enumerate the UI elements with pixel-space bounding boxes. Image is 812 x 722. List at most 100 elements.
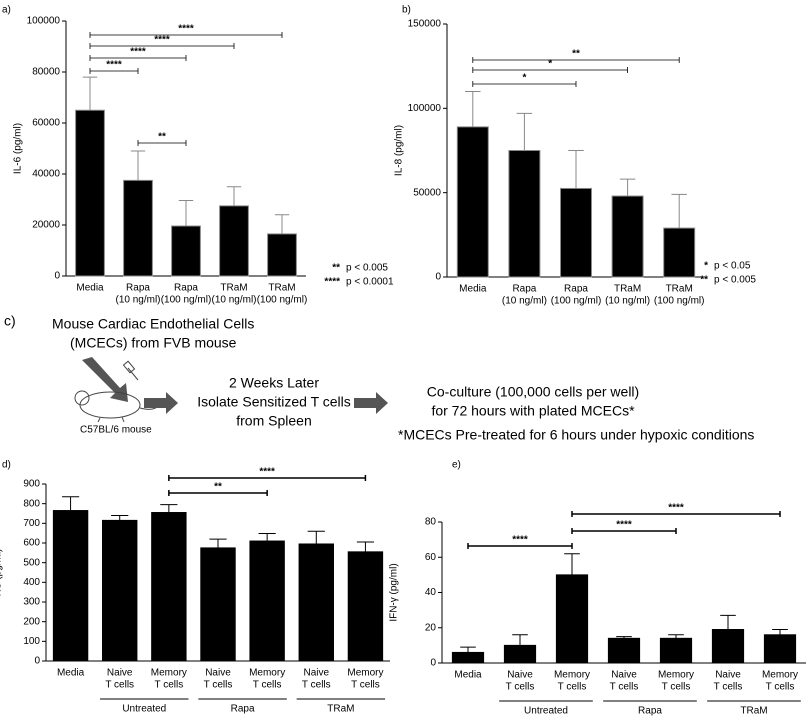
significance-label: **** <box>616 520 632 531</box>
footnote: *MCECs Pre-treated for 6 hours under hyp… <box>398 427 754 443</box>
significance-bracket <box>89 43 235 49</box>
significance-bracket <box>89 55 187 61</box>
bar <box>102 519 138 662</box>
significance-bracket <box>168 490 268 496</box>
note-stars: **** <box>324 277 340 288</box>
bar <box>123 179 153 277</box>
x-tick-label: (10 ng/ml) <box>605 296 650 307</box>
bar <box>659 637 693 664</box>
bar <box>663 227 696 278</box>
x-tick-label: T cells <box>351 680 380 691</box>
panel-label: c) <box>4 313 16 329</box>
x-tick-label: (100 ng/ml) <box>551 296 602 307</box>
error-bar <box>564 553 580 575</box>
error-bar <box>671 193 687 229</box>
error-bar <box>226 186 242 206</box>
step-text: Co-culture (100,000 cells per well) <box>427 384 639 400</box>
x-tick-label: T cells <box>558 682 587 693</box>
x-tick-label: Rapa <box>564 284 588 295</box>
y-axis-title: KC (pg/ml) <box>0 549 4 597</box>
bar <box>298 543 334 662</box>
bar <box>503 644 537 664</box>
note-stars: ** <box>332 263 340 274</box>
chart-panel: a) IL-6 (pg/ml) 0 20000 40000 60000 80000 10000… <box>2 5 394 306</box>
x-tick-label: Rapa <box>512 284 536 295</box>
x-tick-label: TRaM <box>614 284 641 295</box>
significance-label: **** <box>178 24 194 35</box>
bar <box>607 637 641 664</box>
error-bar <box>616 636 632 639</box>
y-tick-label: 400 <box>23 577 40 588</box>
error-bar <box>720 614 736 630</box>
error-bar <box>512 634 528 646</box>
mouse-label: C57BL/6 mouse <box>80 425 152 436</box>
group-label: Untreated <box>524 706 568 717</box>
x-tick-label: T cells <box>302 680 331 691</box>
x-tick-label: (10 ng/ml) <box>115 295 160 306</box>
significance-label: **** <box>259 467 275 478</box>
significance-label: ** <box>214 482 222 493</box>
bar <box>508 150 541 278</box>
significance-label: ** <box>158 132 166 143</box>
note-stars: ** <box>700 275 708 286</box>
chart-panel: d) KC (pg/ml) 0 100 200 300 400 500 600 700 800 900… <box>0 460 390 715</box>
bar <box>456 126 489 278</box>
error-bar <box>568 150 584 189</box>
x-tick-label: (100 ng/ml) <box>257 295 308 306</box>
schematic: c) Mouse Cardiac Endothelial Cells (MCEC… <box>4 313 754 443</box>
error-bar <box>61 496 80 511</box>
error-bar <box>516 112 533 151</box>
significance-label: **** <box>154 35 170 46</box>
bar <box>200 547 236 662</box>
x-tick-label: Naive <box>507 670 533 681</box>
bar <box>555 574 589 664</box>
bar <box>219 205 249 277</box>
y-tick-label: 200 <box>23 616 40 627</box>
x-tick-label: T cells <box>253 680 282 691</box>
y-axis-title: IFN-γ (pg/ml) <box>389 563 400 621</box>
y-tick-label: 300 <box>23 597 40 608</box>
group-label: Untreated <box>122 704 166 715</box>
group-label: Rapa <box>638 706 662 717</box>
y-tick-label: 80 <box>425 517 437 528</box>
error-bar <box>307 530 325 544</box>
x-tick-label: Naive <box>303 668 329 679</box>
source-text: (MCECs) from FVB mouse <box>70 335 237 351</box>
step-text: Isolate Sensitized T cells <box>197 394 351 410</box>
panel-label: a) <box>2 5 11 16</box>
y-tick-label: 500 <box>23 557 40 568</box>
x-tick-label: T cells <box>204 680 233 691</box>
group-label: TRaM <box>327 704 354 715</box>
y-tick-label: 60 <box>425 552 437 563</box>
note-text: p < 0.005 <box>346 263 388 274</box>
arrow <box>354 392 388 414</box>
step-text: 2 Weeks Later <box>229 375 319 391</box>
significance-bracket <box>89 32 283 38</box>
x-tick-label: T cells <box>506 682 535 693</box>
note-stars: * <box>704 261 708 272</box>
significance-bracket <box>571 511 781 517</box>
x-tick-label: Memory <box>347 668 383 679</box>
error-bar <box>772 629 788 635</box>
significance-bracket <box>472 81 577 87</box>
bar <box>451 651 485 664</box>
x-tick-label: T cells <box>610 682 639 693</box>
significance-bracket <box>571 528 677 534</box>
x-tick-label: (10 ng/ml) <box>211 295 256 306</box>
bar <box>151 512 187 662</box>
panel-label: b) <box>402 5 411 16</box>
y-tick-label: 100 <box>23 636 40 647</box>
y-axis-title: IL-6 (pg/ml) <box>13 123 24 174</box>
significance-label: ** <box>572 49 580 60</box>
error-bar <box>130 150 146 181</box>
x-tick-label: Naive <box>107 668 133 679</box>
error-bar <box>619 178 636 197</box>
y-tick-label: 60000 <box>32 118 60 129</box>
error-bar <box>111 514 129 521</box>
note-text: p < 0.0001 <box>346 277 394 288</box>
error-bar <box>178 200 194 227</box>
y-tick-label: 100000 <box>408 103 442 114</box>
x-tick-label: Naive <box>611 670 637 681</box>
error-bar <box>160 504 178 513</box>
